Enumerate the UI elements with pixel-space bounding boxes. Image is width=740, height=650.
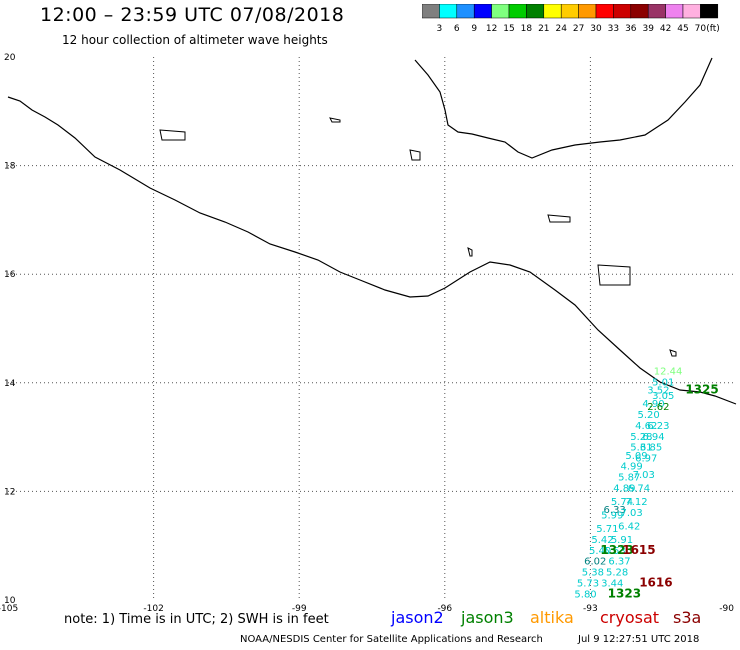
lake-outline xyxy=(669,349,677,357)
pass-time-label: 1323 xyxy=(600,543,633,557)
color-scale-label: 39 xyxy=(642,24,654,34)
color-scale-label: 42 xyxy=(660,24,671,34)
wave-height-label: 6.74 xyxy=(628,483,650,494)
wave-height-label: 5.01 xyxy=(652,378,674,389)
lake-outline xyxy=(159,129,186,141)
wave-height-label: 5.80 xyxy=(574,589,596,600)
wave-height-label: 5.99 xyxy=(601,511,623,522)
longitude-tick-label: -102 xyxy=(143,604,163,614)
color-scale-label: 33 xyxy=(608,24,619,34)
wave-height-label: 2.62 xyxy=(647,402,669,413)
color-swatch xyxy=(700,4,719,19)
wave-height-label: 4.99 xyxy=(621,462,643,473)
wave-height-label: 5.20 xyxy=(638,410,660,421)
legend-s3a: s3a xyxy=(673,608,702,627)
wave-height-label: 5.87 xyxy=(618,473,640,484)
legend-altika: altika xyxy=(530,608,574,627)
chart-subtitle: 12 hour collection of altimeter wave hei… xyxy=(62,33,328,47)
wave-height-label: 7.12 xyxy=(625,497,647,508)
lake-outline xyxy=(547,214,571,223)
color-scale-label: 45 xyxy=(677,24,688,34)
gulf-coastline xyxy=(414,57,713,159)
longitude-tick-label: -99 xyxy=(292,604,307,614)
chart-title: 12:00 – 23:59 UTC 07/08/2018 xyxy=(40,4,345,26)
generation-timestamp: Jul 9 12:27:51 UTC 2018 xyxy=(578,634,700,645)
wave-height-label: 4.62 xyxy=(635,421,657,432)
color-scale-label: 36 xyxy=(625,24,637,34)
wave-height-label: 4.90 xyxy=(642,399,664,410)
longitude-tick-label: -96 xyxy=(437,604,452,614)
wave-height-label: 6.94 xyxy=(642,432,664,443)
legend-cryosat: cryosat xyxy=(600,608,660,627)
lake-outline xyxy=(467,247,473,257)
wave-height-label: 5.28 xyxy=(630,432,652,443)
wave-height-label: 6.42 xyxy=(618,521,640,532)
wave-height-label: 5.28 xyxy=(606,568,628,579)
longitude-tick-label: -93 xyxy=(583,604,598,614)
wave-height-label: 6.37 xyxy=(608,557,630,568)
color-scale-label: 24 xyxy=(555,24,567,34)
wave-height-label: 5.09 xyxy=(625,451,647,462)
wave-height-label: 5.71 xyxy=(596,524,618,535)
wave-height-label: 5.40 xyxy=(589,546,611,557)
map-area: -105-102-99-96-93-9020181614121012.445.0… xyxy=(0,53,737,614)
color-scale-label: 12 xyxy=(486,24,497,34)
latitude-tick-label: 14 xyxy=(4,379,16,389)
wave-height-label: 5.74 xyxy=(611,497,633,508)
pass-time-label: 1325 xyxy=(685,383,718,397)
wave-height-label: 6.85 xyxy=(640,443,662,454)
wave-height-label: 5.53 xyxy=(604,546,626,557)
pacific-coastline xyxy=(7,96,737,405)
latitude-tick-label: 16 xyxy=(4,270,16,280)
lake-outline xyxy=(597,264,631,286)
wave-height-label: 3.44 xyxy=(601,578,623,589)
wave-height-label: 5.38 xyxy=(582,568,604,579)
latitude-tick-label: 12 xyxy=(4,487,15,497)
color-scale-unit: (ft) xyxy=(706,24,720,34)
legend-jason3: jason3 xyxy=(461,608,514,627)
legend-jason2: jason2 xyxy=(391,608,444,627)
latitude-tick-label: 20 xyxy=(4,53,16,63)
color-scale-label: 9 xyxy=(471,24,477,34)
color-scale-label: 70 xyxy=(695,24,707,34)
color-scale-label: 15 xyxy=(503,24,514,34)
wave-height-label: 6.97 xyxy=(635,454,657,465)
longitude-tick-label: -105 xyxy=(0,604,18,614)
wave-height-label: 7.03 xyxy=(633,470,655,481)
longitude-tick-label: -90 xyxy=(719,604,734,614)
wave-height-label: 12.44 xyxy=(654,367,683,378)
latitude-tick-label: 10 xyxy=(4,596,16,606)
wave-height-label: 5.31 xyxy=(630,443,652,454)
color-scale-label: 3 xyxy=(437,24,443,34)
wave-height-label: 5.91 xyxy=(611,535,633,546)
wave-height-label: 3.05 xyxy=(652,391,674,402)
wave-height-label: 7.03 xyxy=(621,508,643,519)
latitude-tick-label: 18 xyxy=(4,162,16,172)
pass-time-label: 1616 xyxy=(639,575,672,589)
color-scale-label: 27 xyxy=(573,24,584,34)
wave-height-label: 3.52 xyxy=(647,386,669,397)
color-scale-label: 21 xyxy=(538,24,549,34)
lake-outline xyxy=(409,149,421,161)
wave-height-label: 6.02 xyxy=(584,557,606,568)
color-scale-label: 6 xyxy=(454,24,460,34)
wave-height-label: 5.42 xyxy=(591,535,613,546)
lake-outline xyxy=(329,117,341,123)
wave-height-label: 5.73 xyxy=(577,578,599,589)
wave-height-label: 6.23 xyxy=(647,421,669,432)
pass-time-label: 1323 xyxy=(608,586,641,600)
color-scale-label: 18 xyxy=(521,24,533,34)
color-scale-legend: 3 6 9 12 15 18 21 24 27 30 33 36 39 42 45 70 (ft) xyxy=(422,4,720,34)
credit-line: NOAA/NESDIS Center for Satellite Applica… xyxy=(240,634,543,645)
wave-height-label: 4.89 xyxy=(613,483,635,494)
color-scale-label: 30 xyxy=(590,24,602,34)
footer-note: note: 1) Time is in UTC; 2) SWH is in fe… xyxy=(64,612,329,627)
pass-time-label: 1615 xyxy=(622,543,655,557)
wave-height-label: 6.33 xyxy=(604,505,626,516)
